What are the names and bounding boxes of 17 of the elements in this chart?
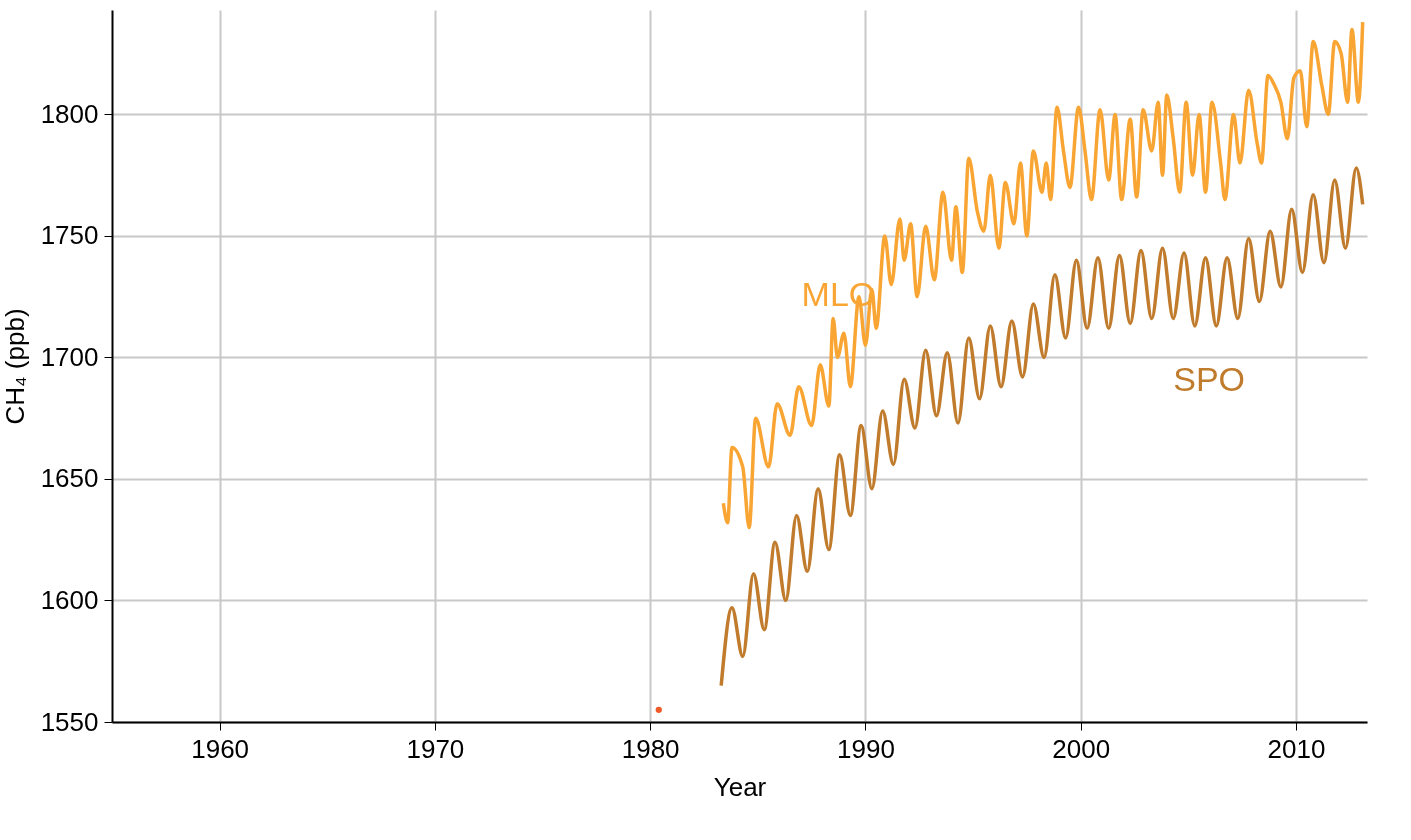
x-tick-label: 2000 xyxy=(1052,733,1111,764)
y-tick-label: 1750 xyxy=(40,220,99,251)
series-label: SPO xyxy=(1173,359,1246,398)
y-tick-label: 1550 xyxy=(40,706,99,737)
y-tick-label: 1600 xyxy=(40,585,99,615)
y-axis-title: CH₄ (ppb) xyxy=(0,308,30,425)
x-tick-label: 1960 xyxy=(191,733,250,764)
x-tick-label: 1970 xyxy=(406,733,465,764)
x-tick-label: 1990 xyxy=(837,733,895,764)
line-series xyxy=(721,20,1365,530)
x-tick-label: 2010 xyxy=(1267,733,1326,764)
line-series xyxy=(719,166,1365,688)
y-tick-label: 1700 xyxy=(40,341,99,372)
x-tick-label: 1980 xyxy=(621,733,680,764)
y-tick-label: 1800 xyxy=(40,98,99,129)
x-axis-title: Year xyxy=(713,771,767,802)
y-tick-label: 1650 xyxy=(40,463,99,494)
